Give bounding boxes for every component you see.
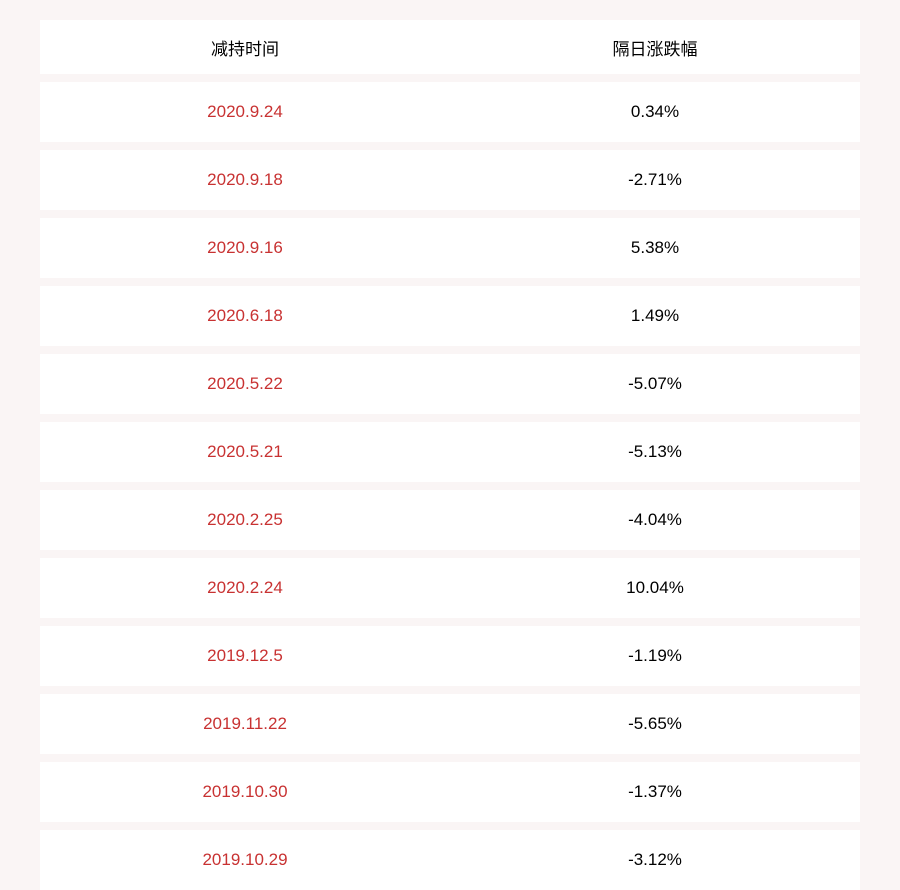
table-row: 2020.5.22-5.07% — [40, 354, 860, 414]
header-change: 隔日涨跌幅 — [450, 35, 860, 60]
cell-date: 2019.10.29 — [40, 850, 450, 870]
cell-date: 2019.12.5 — [40, 646, 450, 666]
cell-change: -5.13% — [450, 442, 860, 462]
table-row: 2019.11.22-5.65% — [40, 694, 860, 754]
cell-change: -5.65% — [450, 714, 860, 734]
cell-change: 0.34% — [450, 102, 860, 122]
table-row: 2020.2.2410.04% — [40, 558, 860, 618]
table-body: 2020.9.240.34% 2020.9.18-2.71% 2020.9.165.… — [40, 82, 860, 890]
cell-date: 2020.2.24 — [40, 578, 450, 598]
table-row: 2020.9.240.34% — [40, 82, 860, 142]
cell-date: 2020.6.18 — [40, 306, 450, 326]
cell-change: -1.37% — [450, 782, 860, 802]
cell-date: 2020.2.25 — [40, 510, 450, 530]
cell-date: 2020.5.22 — [40, 374, 450, 394]
table-row: 2020.9.18-2.71% — [40, 150, 860, 210]
data-table: 减持时间 隔日涨跌幅 2020.9.240.34% 2020.9.18-2.71%… — [40, 20, 860, 890]
cell-change: 10.04% — [450, 578, 860, 598]
cell-change: 1.49% — [450, 306, 860, 326]
cell-date: 2020.9.18 — [40, 170, 450, 190]
table-row: 2020.9.165.38% — [40, 218, 860, 278]
cell-date: 2020.9.24 — [40, 102, 450, 122]
header-date: 减持时间 — [40, 35, 450, 60]
cell-date: 2019.11.22 — [40, 714, 450, 734]
cell-date: 2020.9.16 — [40, 238, 450, 258]
cell-change: -5.07% — [450, 374, 860, 394]
cell-date: 2019.10.30 — [40, 782, 450, 802]
table-row: 2019.10.29-3.12% — [40, 830, 860, 890]
cell-change: -2.71% — [450, 170, 860, 190]
table-row: 2020.6.181.49% — [40, 286, 860, 346]
table-header-row: 减持时间 隔日涨跌幅 — [40, 20, 860, 74]
table-row: 2020.5.21-5.13% — [40, 422, 860, 482]
table-row: 2019.10.30-1.37% — [40, 762, 860, 822]
cell-change: -1.19% — [450, 646, 860, 666]
table-row: 2020.2.25-4.04% — [40, 490, 860, 550]
cell-change: 5.38% — [450, 238, 860, 258]
table-row: 2019.12.5-1.19% — [40, 626, 860, 686]
cell-date: 2020.5.21 — [40, 442, 450, 462]
cell-change: -3.12% — [450, 850, 860, 870]
cell-change: -4.04% — [450, 510, 860, 530]
